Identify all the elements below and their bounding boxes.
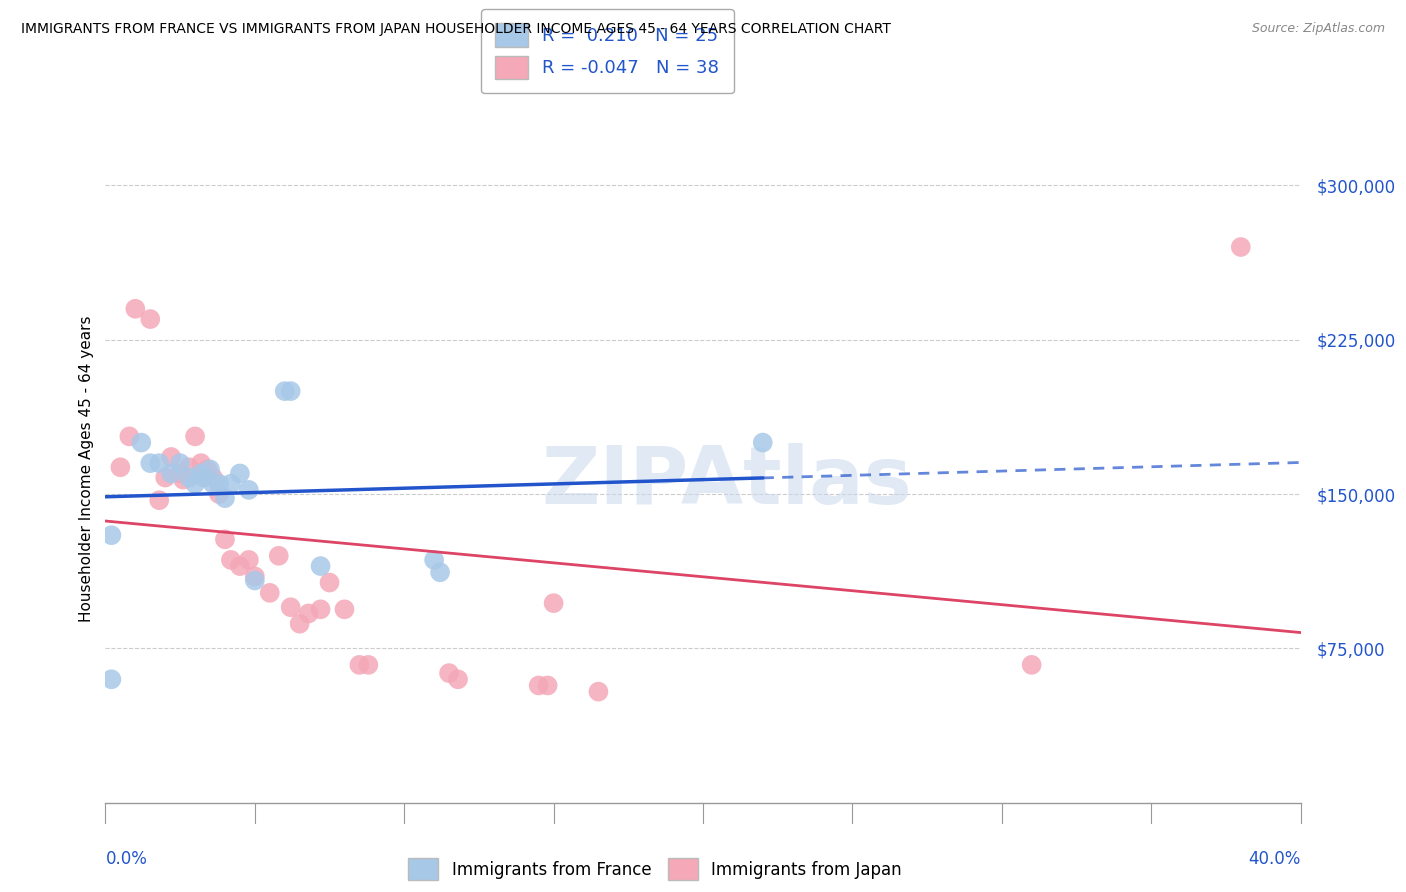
Point	[229, 467, 252, 481]
Point	[243, 569, 266, 583]
Point	[238, 483, 260, 497]
Point	[423, 553, 446, 567]
Point	[1229, 240, 1253, 254]
Point	[124, 301, 146, 316]
Point	[160, 467, 183, 481]
Point	[238, 553, 260, 567]
Point	[148, 456, 170, 470]
Point	[208, 476, 231, 491]
Point	[214, 491, 236, 505]
Point	[155, 470, 177, 484]
Point	[280, 600, 302, 615]
Point	[273, 384, 295, 398]
Point	[429, 566, 451, 580]
Point	[280, 384, 302, 398]
Point	[243, 574, 266, 588]
Point	[100, 673, 122, 687]
Y-axis label: Householder Income Ages 45 - 64 years: Householder Income Ages 45 - 64 years	[79, 315, 94, 622]
Point	[288, 616, 311, 631]
Point	[190, 467, 212, 481]
Point	[208, 487, 231, 501]
Text: IMMIGRANTS FROM FRANCE VS IMMIGRANTS FROM JAPAN HOUSEHOLDER INCOME AGES 45 - 64 : IMMIGRANTS FROM FRANCE VS IMMIGRANTS FRO…	[21, 22, 891, 37]
Point	[195, 462, 218, 476]
Point	[172, 473, 194, 487]
Point	[309, 602, 332, 616]
Point	[139, 312, 162, 326]
Point	[190, 456, 212, 470]
Point	[229, 559, 252, 574]
Point	[110, 460, 132, 475]
Point	[1021, 657, 1043, 672]
Point	[357, 657, 380, 672]
Point	[318, 575, 340, 590]
Point	[139, 456, 162, 470]
Point	[219, 476, 242, 491]
Point	[169, 467, 191, 481]
Point	[202, 476, 225, 491]
Text: 0.0%: 0.0%	[105, 849, 148, 868]
Point	[129, 435, 153, 450]
Point	[169, 456, 191, 470]
Point	[349, 657, 371, 672]
Point	[184, 476, 207, 491]
Point	[267, 549, 290, 563]
Text: 40.0%: 40.0%	[1249, 849, 1301, 868]
Point	[437, 666, 460, 681]
Point	[259, 586, 281, 600]
Point	[198, 462, 221, 476]
Point	[177, 470, 201, 484]
Point	[184, 429, 207, 443]
Point	[588, 684, 610, 698]
Point	[177, 460, 201, 475]
Point	[160, 450, 183, 464]
Point	[527, 678, 550, 692]
Legend: Immigrants from France, Immigrants from Japan: Immigrants from France, Immigrants from …	[401, 850, 910, 888]
Point	[193, 470, 215, 484]
Point	[309, 559, 332, 574]
Point	[214, 533, 236, 547]
Point	[751, 435, 773, 450]
Point	[333, 602, 356, 616]
Point	[148, 493, 170, 508]
Point	[536, 678, 558, 692]
Point	[447, 673, 470, 687]
Point	[202, 470, 225, 484]
Point	[298, 607, 321, 621]
Point	[543, 596, 565, 610]
Point	[100, 528, 122, 542]
Point	[219, 553, 242, 567]
Text: ZIPAtlas: ZIPAtlas	[541, 442, 912, 521]
Point	[118, 429, 141, 443]
Text: Source: ZipAtlas.com: Source: ZipAtlas.com	[1251, 22, 1385, 36]
